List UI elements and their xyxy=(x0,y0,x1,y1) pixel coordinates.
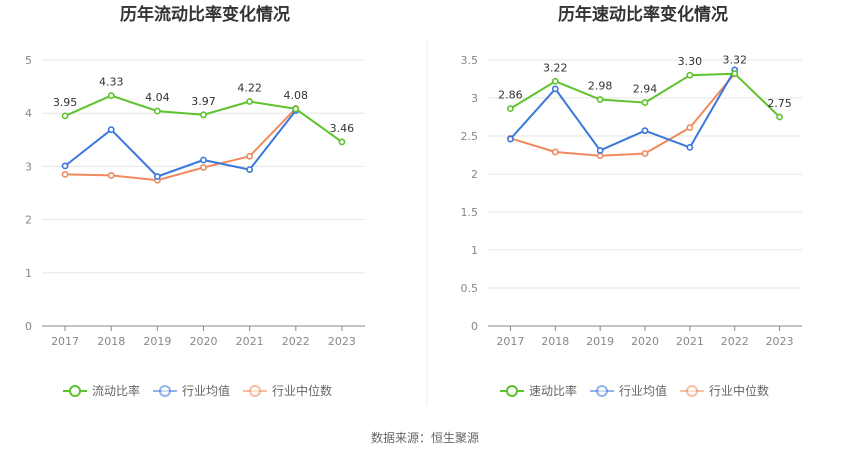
data-label: 4.22 xyxy=(237,81,262,94)
x-tick-label: 2019 xyxy=(586,335,614,348)
x-tick-label: 2022 xyxy=(282,335,310,348)
data-point xyxy=(596,147,604,154)
x-tick-label: 2020 xyxy=(631,335,659,348)
data-point xyxy=(596,152,604,160)
data-point xyxy=(686,124,694,132)
data-point xyxy=(686,143,694,151)
y-tick-label: 4 xyxy=(25,107,32,120)
data-point xyxy=(596,96,604,103)
data-point xyxy=(200,111,207,119)
x-tick-label: 2022 xyxy=(721,335,749,348)
data-label: 3.97 xyxy=(191,95,216,108)
data-point xyxy=(246,152,254,160)
data-label: 4.04 xyxy=(145,91,170,104)
x-tick-label: 2021 xyxy=(236,335,264,348)
data-point xyxy=(551,85,559,93)
quick-ratio-chart: 历年速动比率变化情况 0 0.5 1 1.5 2 2.5 3 3.5 2017 2018 2019 2… xyxy=(461,4,802,398)
data-point xyxy=(246,166,254,173)
data-label: 4.08 xyxy=(284,89,309,102)
x-tick-label: 2020 xyxy=(190,335,218,348)
y-tick-label: 2 xyxy=(471,168,478,181)
x-tick-label: 2018 xyxy=(541,335,569,348)
data-point xyxy=(61,162,69,170)
data-point xyxy=(731,70,739,78)
data-point xyxy=(246,98,254,105)
y-tick-label: 0 xyxy=(25,320,32,333)
y-tick-label: 3 xyxy=(471,92,478,105)
data-point xyxy=(153,173,161,180)
data-point xyxy=(107,126,115,134)
y-tick-label: 3.5 xyxy=(461,54,479,67)
data-point xyxy=(507,135,514,143)
data-label: 3.32 xyxy=(722,54,747,67)
y-tick-label: 2 xyxy=(25,214,32,227)
x-tick-label: 2018 xyxy=(97,335,125,348)
series-line xyxy=(65,107,297,182)
data-label: 2.94 xyxy=(633,83,658,96)
x-tick-label: 2017 xyxy=(51,335,79,348)
data-point xyxy=(551,77,559,85)
legend-marker xyxy=(686,385,698,397)
legend-marker xyxy=(249,385,261,397)
legend-marker xyxy=(596,385,608,397)
x-tick-label: 2019 xyxy=(143,335,171,348)
data-point xyxy=(641,150,649,157)
data-label: 3.46 xyxy=(330,122,355,135)
data-point xyxy=(107,92,115,100)
legend-label: 行业中位数 xyxy=(272,383,332,398)
data-point xyxy=(776,113,783,121)
legend-label: 行业均值 xyxy=(182,383,230,398)
data-point xyxy=(153,107,161,115)
chart-title: 历年流动比率变化情况 xyxy=(120,4,290,25)
current-ratio-chart: 历年流动比率变化情况 0 1 2 3 4 5 2017 2018 2019 2020 2021 202… xyxy=(25,4,365,398)
data-point xyxy=(641,127,649,135)
data-point xyxy=(292,105,300,113)
data-source-note: 数据来源：恒生聚源 xyxy=(370,431,479,445)
legend-label: 流动比率 xyxy=(92,383,140,398)
legend-label: 行业均值 xyxy=(619,383,667,398)
data-point xyxy=(200,164,207,171)
y-tick-label: 3 xyxy=(25,160,32,173)
chart-title: 历年速动比率变化情况 xyxy=(558,4,728,25)
y-tick-label: 2.5 xyxy=(461,130,479,143)
data-label: 3.30 xyxy=(678,55,703,68)
y-tick-label: 1 xyxy=(25,267,32,280)
y-tick-label: 1.5 xyxy=(461,206,479,219)
data-point xyxy=(200,156,207,164)
data-label: 2.75 xyxy=(767,97,792,110)
x-tick-label: 2023 xyxy=(328,335,356,348)
data-point xyxy=(61,112,69,120)
data-point xyxy=(61,170,69,178)
data-point xyxy=(686,71,694,79)
data-point xyxy=(551,148,559,156)
x-tick-label: 2023 xyxy=(766,335,794,348)
y-tick-label: 0 xyxy=(471,320,478,333)
legend-marker xyxy=(159,385,171,397)
legend-label: 速动比率 xyxy=(529,383,577,398)
data-point xyxy=(641,99,649,106)
data-point xyxy=(107,172,115,179)
series-line xyxy=(509,69,736,152)
series-line xyxy=(64,109,297,178)
legend-marker xyxy=(506,385,518,397)
legend-marker xyxy=(69,385,81,397)
data-label: 2.86 xyxy=(498,89,523,102)
data-label: 3.95 xyxy=(53,96,78,109)
legend-label: 行业中位数 xyxy=(709,383,769,398)
data-point xyxy=(338,138,346,146)
series-line xyxy=(510,73,736,157)
data-label: 3.22 xyxy=(543,61,568,74)
y-tick-label: 0.5 xyxy=(461,282,479,295)
y-tick-label: 5 xyxy=(25,54,32,67)
y-tick-label: 1 xyxy=(471,244,478,257)
data-point xyxy=(507,105,514,113)
data-label: 4.33 xyxy=(99,76,124,89)
x-tick-label: 2021 xyxy=(676,335,704,348)
data-label: 2.98 xyxy=(588,80,613,93)
x-tick-label: 2017 xyxy=(496,335,524,348)
